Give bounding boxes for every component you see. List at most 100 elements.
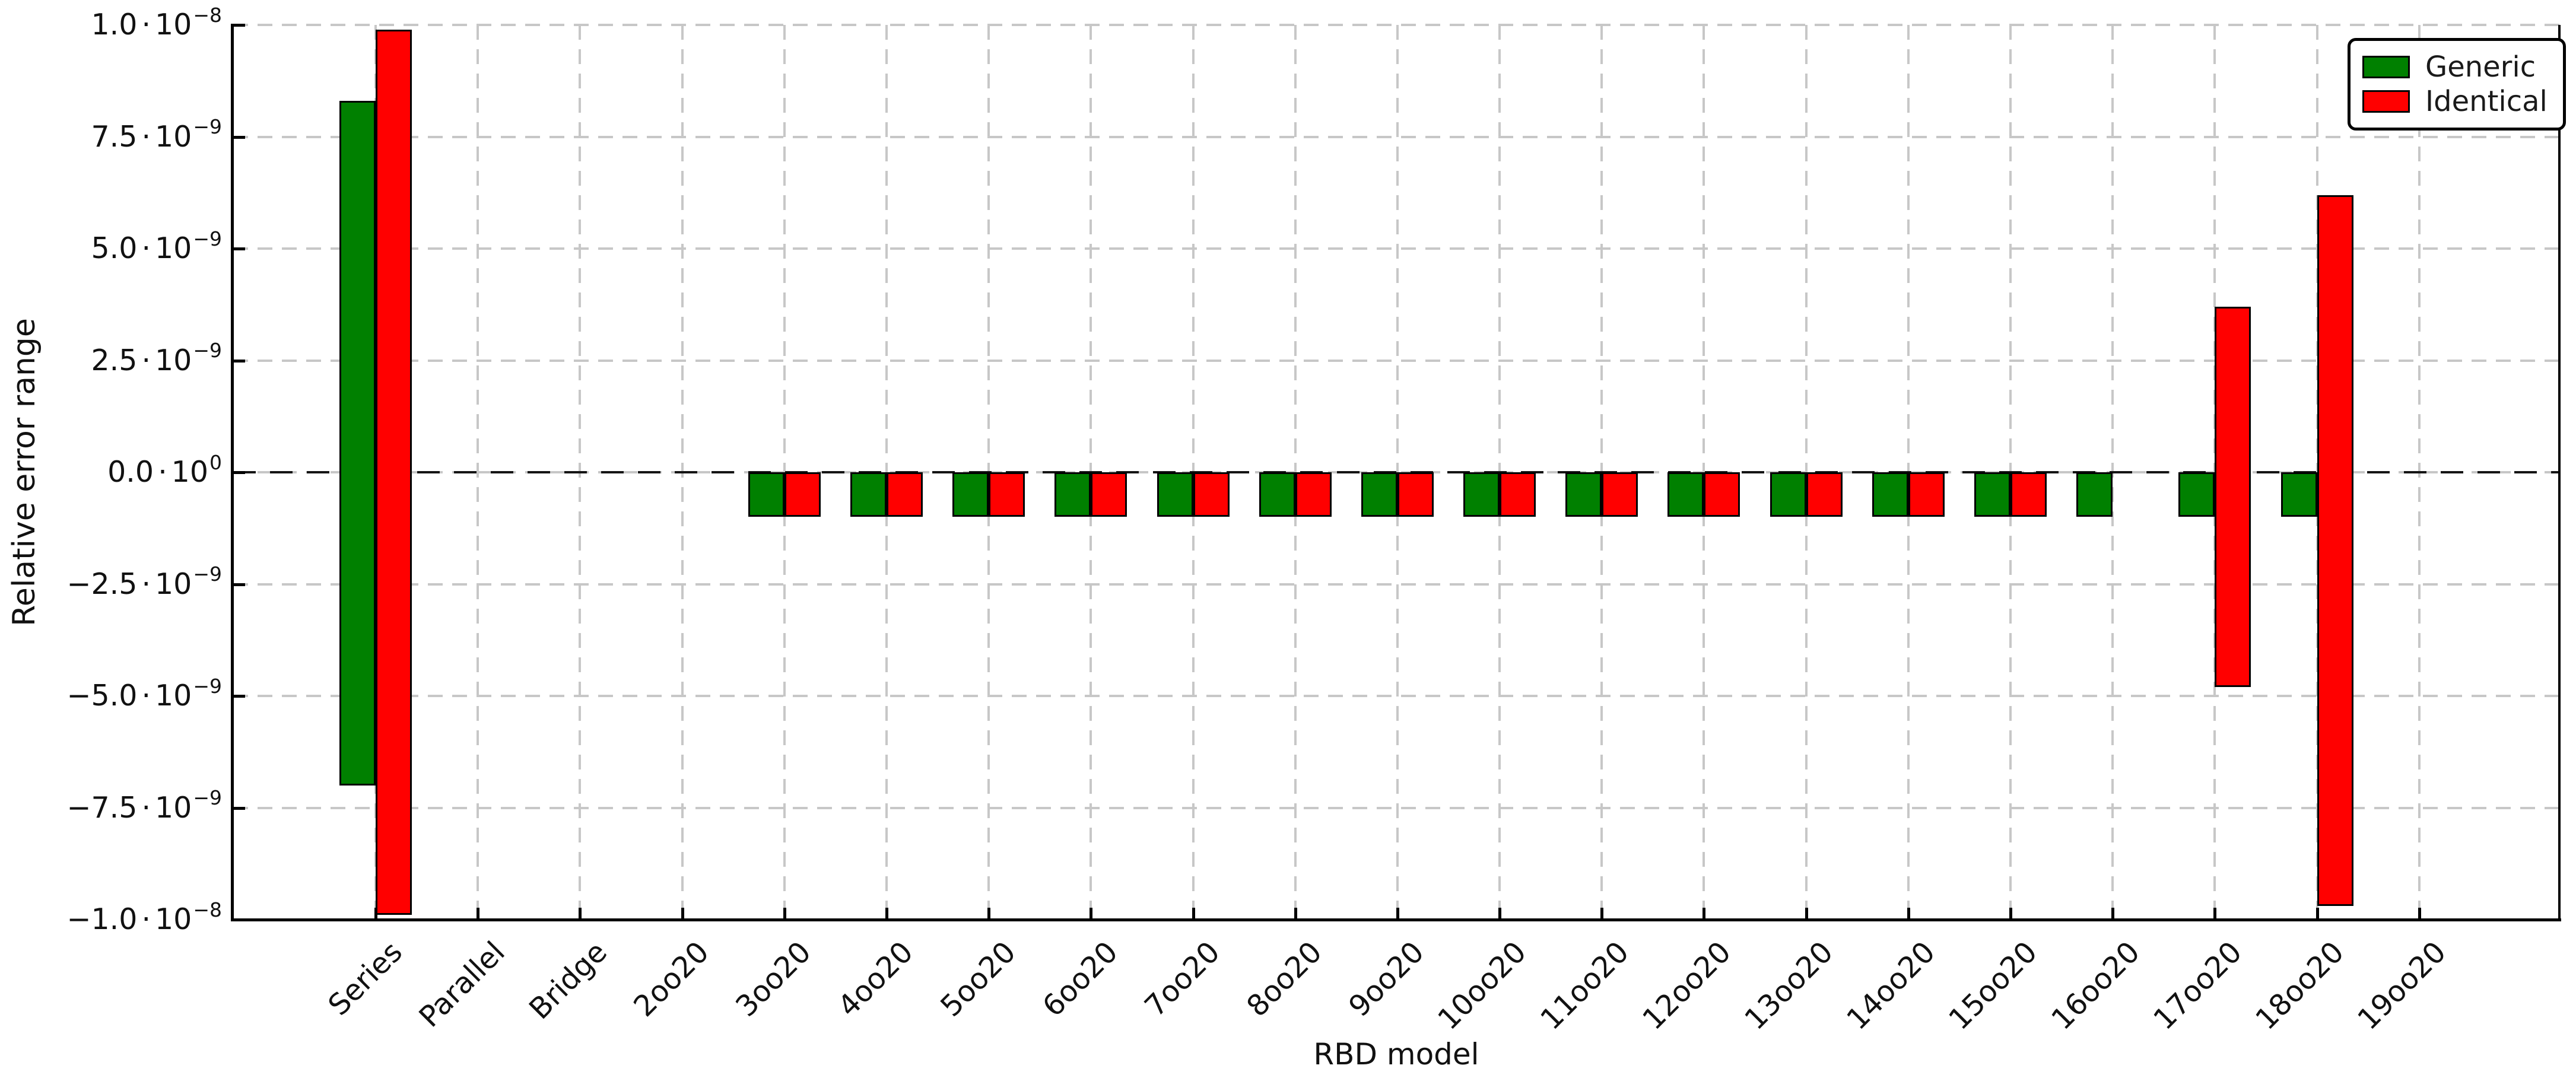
legend-generic-label: Generic	[2425, 50, 2536, 84]
legend-item-generic: Generic	[2362, 53, 2548, 81]
x-tick-mark	[2111, 908, 2115, 919]
x-tick-label: 14oo20	[1840, 935, 1942, 1036]
y-tick-mark	[234, 247, 245, 250]
y-tick-mantissa: 7.5	[91, 119, 138, 154]
y-tick-mantissa: 5.0	[91, 231, 138, 265]
y-tick-mark	[234, 695, 245, 698]
y-tick-base: 10	[154, 231, 192, 265]
x-tick-mark	[1907, 908, 1910, 919]
y-tick-base: 10	[154, 679, 192, 713]
identical-bar	[1500, 472, 1536, 517]
x-tick-label: 5oo20	[933, 935, 1022, 1023]
identical-bar	[1908, 472, 1945, 517]
legend: Generic Identical	[2348, 38, 2566, 131]
x-tick-label: 13oo20	[1738, 935, 1840, 1036]
legend-item-identical: Identical	[2362, 87, 2548, 116]
x-tick-mark	[477, 908, 480, 919]
x-tick-mark	[1702, 908, 1706, 919]
identical-bar	[2010, 472, 2047, 517]
y-tick-mark	[234, 583, 245, 586]
identical-bar	[1295, 472, 1332, 517]
y-tick-exponent: −9	[193, 786, 222, 810]
y-tick-mantissa: −7.5	[66, 790, 138, 825]
y-tick-mantissa: −5.0	[66, 679, 138, 713]
x-tick-mark	[1090, 908, 1093, 919]
y-tick-base: 10	[154, 902, 192, 936]
identical-bar	[989, 472, 1025, 517]
y-tick-mark	[234, 806, 245, 810]
x-tick-label: Parallel	[412, 935, 512, 1034]
generic-bar	[748, 472, 784, 517]
generic-bar	[1157, 472, 1193, 517]
y-tick-base: 10	[171, 455, 208, 489]
y-tick-label: 2.5 ⋅ 10−9	[0, 341, 222, 379]
identical-bar	[2215, 307, 2251, 687]
x-tick-mark	[987, 908, 991, 919]
y-tick-base: 10	[154, 567, 192, 601]
right-spine	[2558, 25, 2561, 921]
y-tick-mantissa: 1.0	[91, 8, 138, 42]
y-tick-mark	[234, 359, 245, 362]
x-tick-label: Bridge	[522, 935, 614, 1026]
x-tick-label: 9oo20	[1342, 935, 1431, 1023]
generic-bar	[1565, 472, 1602, 517]
identical-bar	[2317, 195, 2353, 907]
x-tick-label: 12oo20	[1635, 935, 1738, 1036]
y-tick-base: 10	[154, 343, 192, 377]
y-tick-dot: ⋅	[141, 231, 151, 265]
identical-bar	[886, 472, 923, 517]
y-tick-label: −7.5 ⋅ 10−9	[0, 788, 222, 826]
generic-bar	[2178, 472, 2215, 517]
x-tick-label: 7oo20	[1138, 935, 1227, 1023]
x-axis-spine	[231, 918, 2561, 921]
y-tick-label: 5.0 ⋅ 10−9	[0, 229, 222, 266]
x-tick-label: 3oo20	[729, 935, 818, 1023]
generic-bar	[1361, 472, 1397, 517]
x-tick-label: 4oo20	[831, 935, 920, 1023]
y-tick-exponent: −9	[193, 227, 222, 250]
y-tick-mark	[234, 471, 245, 474]
y-tick-dot: ⋅	[158, 455, 167, 489]
y-tick-label: 0.0 ⋅ 100	[0, 453, 222, 490]
generic-bar	[1872, 472, 1908, 517]
y-tick-dot: ⋅	[141, 902, 151, 936]
generic-bar	[1974, 472, 2011, 517]
y-tick-mantissa: 0.0	[107, 455, 154, 489]
y-tick-dot: ⋅	[141, 343, 151, 377]
x-tick-mark	[2213, 908, 2217, 919]
generic-bar	[1054, 472, 1091, 517]
x-tick-label: 10oo20	[1431, 935, 1533, 1036]
identical-bar	[1704, 472, 1740, 517]
x-tick-label: 17oo20	[2146, 935, 2248, 1036]
generic-bar	[850, 472, 887, 517]
generic-bar	[1667, 472, 1704, 517]
legend-identical-swatch	[2362, 90, 2410, 113]
identical-bar	[1806, 472, 1843, 517]
legend-generic-swatch	[2362, 56, 2410, 78]
x-tick-label: Series	[322, 935, 409, 1022]
x-tick-label: 18oo20	[2249, 935, 2351, 1036]
y-tick-label: 1.0 ⋅ 10−8	[0, 5, 222, 43]
y-tick-label: −2.5 ⋅ 10−9	[0, 564, 222, 602]
x-tick-mark	[1294, 908, 1297, 919]
y-tick-base: 10	[154, 790, 192, 825]
x-tick-label: 16oo20	[2044, 935, 2146, 1036]
y-tick-dot: ⋅	[141, 790, 151, 825]
y-tick-label: −1.0 ⋅ 10−8	[0, 900, 222, 937]
identical-bar	[376, 29, 412, 915]
x-tick-mark	[1396, 908, 1399, 919]
y-tick-mantissa: −2.5	[66, 567, 138, 601]
y-tick-exponent: −9	[193, 339, 222, 362]
x-tick-label: 8oo20	[1240, 935, 1329, 1023]
generic-bar	[2076, 472, 2113, 517]
y-axis-title: Relative error range	[7, 318, 42, 627]
x-tick-label: 11oo20	[1533, 935, 1635, 1036]
x-tick-mark	[885, 908, 888, 919]
y-tick-dot: ⋅	[141, 567, 151, 601]
x-tick-label: 15oo20	[1942, 935, 2044, 1036]
y-tick-mantissa: −1.0	[66, 902, 138, 936]
x-tick-mark	[1498, 908, 1502, 919]
y-tick-mark	[234, 135, 245, 139]
generic-bar	[1259, 472, 1295, 517]
